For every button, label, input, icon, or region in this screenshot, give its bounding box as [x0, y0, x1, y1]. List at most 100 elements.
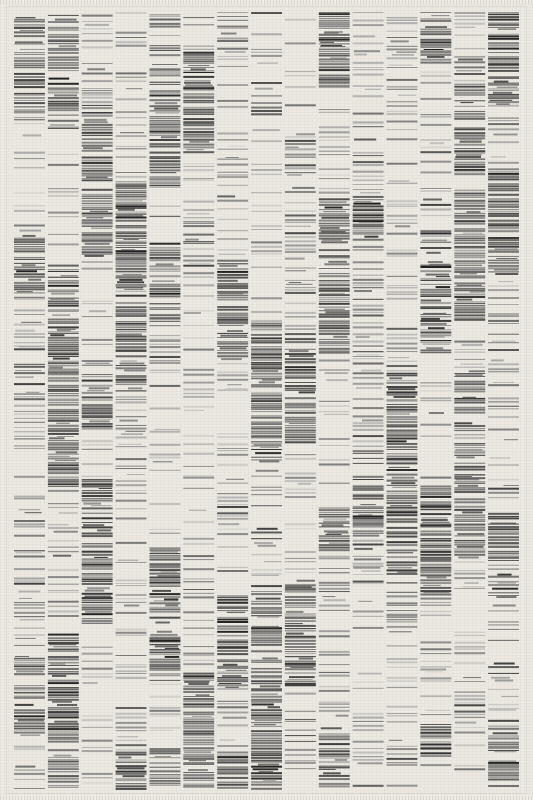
stripe-line	[488, 17, 519, 18]
stripe-line	[47, 420, 79, 422]
stripe-line	[454, 255, 486, 257]
stripe-line	[251, 376, 282, 378]
stripe-line	[284, 561, 316, 563]
stripe-line	[284, 410, 316, 412]
stripe-line	[115, 785, 147, 788]
stripe-line	[28, 278, 42, 281]
stripe-line	[251, 703, 274, 706]
stripe-line	[81, 418, 113, 420]
stripe-line	[115, 195, 147, 198]
stripe-line	[352, 445, 384, 447]
stripe-line	[251, 711, 282, 714]
stripe-line	[149, 265, 181, 268]
stripe-line	[455, 374, 483, 376]
stripe-line	[251, 625, 280, 627]
stripe-line	[149, 636, 181, 639]
stripe-line	[454, 293, 486, 296]
stripe-line	[421, 239, 448, 241]
stripe-line	[217, 282, 249, 285]
stripe-line	[115, 398, 147, 400]
stripe-line	[469, 291, 485, 293]
stripe-line	[488, 200, 519, 203]
stripe-line	[251, 742, 282, 745]
stripe-line	[81, 164, 113, 167]
stripe-line	[420, 230, 452, 233]
stripe-column	[420, 12, 452, 767]
stripe-line	[318, 778, 350, 781]
stripe-line	[284, 664, 316, 667]
stripe-line	[420, 593, 452, 596]
stripe-line	[217, 318, 249, 321]
stripe-line	[420, 50, 452, 53]
stripe-line	[115, 338, 147, 341]
stripe-line	[488, 536, 519, 539]
stripe-line	[154, 428, 181, 430]
stripe-line	[183, 443, 215, 445]
stripe-line	[47, 478, 79, 481]
stripe-line	[397, 94, 416, 96]
stripe-line	[284, 287, 316, 289]
stripe-line	[14, 27, 45, 29]
stripe-line	[217, 724, 249, 727]
stripe-line	[386, 162, 418, 165]
stripe-line	[318, 235, 350, 237]
stripe-line	[251, 554, 282, 556]
stripe-line	[460, 363, 484, 365]
stripe-line	[488, 168, 519, 171]
stripe-line	[463, 677, 481, 679]
stripe-line	[149, 595, 181, 598]
stripe-line	[420, 755, 452, 757]
stripe-line	[227, 330, 243, 332]
stripe-line	[318, 509, 350, 512]
stripe-line	[14, 602, 45, 603]
stripe-line	[14, 523, 45, 525]
stripe-line	[284, 642, 316, 645]
stripe-line	[219, 264, 238, 267]
stripe-line	[454, 212, 486, 214]
stripe-line	[496, 86, 518, 88]
stripe-line	[284, 476, 316, 479]
stripe-line	[115, 117, 147, 119]
stripe-line	[488, 14, 519, 15]
stripe-line	[47, 398, 79, 400]
stripe-line	[149, 652, 181, 654]
stripe-line	[454, 199, 486, 202]
stripe-line	[115, 148, 147, 150]
stripe-line	[47, 716, 79, 719]
stripe-line	[115, 598, 147, 600]
stripe-line	[488, 63, 519, 66]
stripe-line	[115, 753, 147, 756]
stripe-line	[454, 92, 486, 94]
stripe-line	[14, 244, 45, 245]
stripe-line	[318, 774, 350, 777]
stripe-line	[81, 532, 113, 535]
stripe-line	[352, 425, 384, 427]
stripe-line	[56, 422, 70, 424]
stripe-line	[352, 524, 384, 526]
stripe-line	[47, 414, 79, 416]
stripe-line	[284, 572, 316, 574]
stripe-line	[14, 769, 45, 771]
stripe-line	[454, 468, 486, 471]
stripe-line	[14, 497, 45, 500]
stripe-line	[488, 117, 519, 119]
stripe-line	[318, 701, 350, 703]
stripe-line	[183, 691, 215, 693]
stripe-line	[352, 170, 384, 173]
stripe-line	[47, 52, 79, 54]
stripe-line	[386, 680, 418, 682]
stripe-line	[251, 635, 282, 637]
stripe-line	[454, 399, 486, 401]
stripe-line	[149, 165, 181, 167]
stripe-line	[420, 316, 452, 318]
stripe-line	[14, 656, 29, 657]
stripe-line	[81, 652, 113, 655]
stripe-line	[454, 301, 486, 303]
stripe-line	[454, 86, 486, 87]
stripe-line	[115, 259, 147, 261]
stripe-line	[47, 443, 79, 445]
stripe-line	[330, 57, 347, 59]
stripe-line	[318, 79, 350, 81]
stripe-line	[420, 12, 452, 13]
stripe-line	[284, 341, 316, 344]
